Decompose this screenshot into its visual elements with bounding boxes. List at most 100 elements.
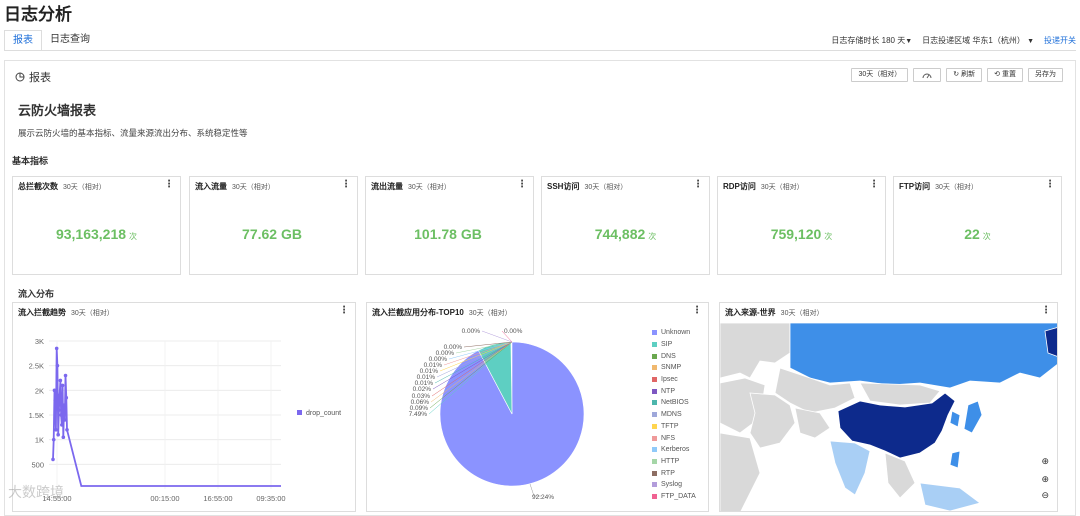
- chart-title: 流入来源-世界: [725, 308, 776, 317]
- data-label: 0.09%: [410, 405, 429, 412]
- legend-swatch: [652, 400, 657, 406]
- more-options-icon[interactable]: ⋮: [517, 179, 527, 190]
- legend-item[interactable]: Syslog: [652, 479, 696, 491]
- legend-swatch: [652, 423, 657, 429]
- legend-item[interactable]: NetBIOS: [652, 397, 696, 409]
- leader-line: [431, 341, 513, 397]
- save-as-label: 另存为: [1035, 71, 1056, 78]
- data-point: [63, 373, 68, 378]
- legend-item[interactable]: SIP: [652, 339, 696, 351]
- leader-line: [448, 341, 513, 360]
- pie-legend: Unknown SIP DNS SNMP Ipsec NTP NetBIOS MDNS TFTP…: [652, 327, 696, 502]
- map-region-africa: [720, 432, 761, 511]
- section-basic-metrics: 基本指标: [12, 156, 49, 166]
- refresh-button[interactable]: ↻ 刷新: [946, 68, 983, 82]
- time-range-label: 30天（相对）: [858, 71, 902, 78]
- region-label: 日志投递区域: [922, 36, 971, 45]
- metric-unit: 次: [824, 232, 833, 241]
- legend-swatch: [652, 353, 657, 359]
- data-label: 0.01%: [415, 380, 434, 387]
- metric-value: 101.78 GB: [366, 226, 533, 242]
- legend-item[interactable]: DNS: [652, 350, 696, 362]
- leader-line: [429, 341, 513, 409]
- auto-refresh-button[interactable]: [913, 68, 942, 82]
- map-region-russia: [789, 323, 1057, 389]
- more-options-icon[interactable]: ⋮: [693, 179, 703, 190]
- metric-title: SSH访问: [547, 182, 580, 191]
- region-setting[interactable]: 日志投递区域 华东1（杭州） ▼: [922, 35, 1034, 46]
- metric-value: 759,120 次: [718, 226, 885, 242]
- reset-button[interactable]: ⟲ 重置: [987, 68, 1023, 82]
- zoom-out-icon[interactable]: ⊖: [1041, 490, 1049, 500]
- legend-swatch: [652, 330, 657, 336]
- legend-label: NetBIOS: [661, 399, 689, 407]
- delivery-switch-link[interactable]: 投递开关: [1044, 36, 1076, 45]
- trend-chart: 500 1K 1.5K 2K 2.5K 3K 14:55:00 00:15:00 16:55:0…: [29, 337, 342, 503]
- data-point: [57, 393, 62, 398]
- more-options-icon[interactable]: ⋮: [164, 179, 174, 190]
- retention-setting[interactable]: 日志存储时长 180 天▼: [831, 35, 912, 46]
- chart-card-inbound-trend: 流入拦截趋势 30天（相对） ⋮ 500 1K 1.5K 2K 2.5K 3K 14:55:0…: [12, 302, 356, 512]
- chart-card-world-source: 流入来源-世界 30天（相对） ⋮ ⊕ ⊕ ⊖: [719, 302, 1058, 512]
- legend-label: SIP: [661, 341, 673, 349]
- legend-item[interactable]: SNMP: [652, 362, 696, 374]
- leader-line: [455, 341, 513, 354]
- data-point: [58, 378, 63, 383]
- data-label: 92.24%: [532, 494, 554, 501]
- metric-period: 30天（相对）: [63, 184, 106, 191]
- panel-title-text: 报表: [29, 72, 51, 84]
- legend-swatch: [297, 410, 302, 415]
- map-region-china: [837, 392, 956, 459]
- legend-swatch: [652, 388, 657, 394]
- chart-period: 30天（相对）: [468, 310, 512, 317]
- locate-icon[interactable]: ⊕: [1041, 456, 1049, 466]
- tab-log-query[interactable]: 日志查询: [50, 34, 90, 45]
- legend-item[interactable]: RTP: [652, 467, 696, 479]
- y-tick-label: 1.5K: [29, 411, 44, 420]
- save-as-button[interactable]: 另存为: [1028, 68, 1063, 82]
- world-map[interactable]: [720, 323, 1058, 512]
- metric-period: 30天（相对）: [760, 184, 804, 191]
- legend-item[interactable]: HTTP: [652, 456, 696, 468]
- more-options-icon[interactable]: ⋮: [339, 305, 349, 316]
- page-title: 日志分析: [4, 5, 72, 24]
- legend-swatch: [652, 470, 657, 476]
- legend-label: Ipsec: [661, 376, 678, 384]
- metric-unit: 次: [982, 232, 991, 241]
- data-point: [55, 363, 60, 368]
- legend-item[interactable]: Kerberos: [652, 444, 696, 456]
- data-label: 0.03%: [412, 393, 431, 400]
- legend-item[interactable]: MDNS: [652, 409, 696, 421]
- legend-item[interactable]: Unknown: [652, 327, 696, 339]
- legend-swatch: [652, 493, 657, 499]
- metric-value: 22 次: [894, 226, 1061, 242]
- watermark: 大数跨境: [8, 484, 64, 500]
- legend-item[interactable]: TFTP: [652, 421, 696, 433]
- leader-line: [436, 341, 513, 378]
- time-range-button[interactable]: 30天（相对）: [851, 68, 909, 82]
- map-region-indonesia: [919, 482, 981, 511]
- y-tick-label: 2.5K: [29, 362, 44, 371]
- metric-card-inbound-traffic: 流入流量 30天（相对） ⋮ 77.62 GB: [189, 176, 358, 275]
- more-options-icon[interactable]: ⋮: [869, 179, 879, 190]
- more-options-icon[interactable]: ⋮: [341, 179, 351, 190]
- more-options-icon[interactable]: ⋮: [692, 305, 702, 316]
- legend-swatch: [652, 458, 657, 464]
- legend-item[interactable]: NTP: [652, 385, 696, 397]
- legend-item[interactable]: Ipsec: [652, 374, 696, 386]
- more-options-icon[interactable]: ⋮: [1041, 305, 1051, 316]
- metric-period: 30天（相对）: [935, 184, 978, 191]
- legend-item[interactable]: FTP_DATA: [652, 491, 696, 503]
- legend-swatch: [652, 342, 657, 348]
- report-description: 展示云防火墙的基本指标、流量来源流出分布、系统稳定性等: [18, 128, 248, 138]
- data-label: 0.02%: [413, 386, 432, 393]
- more-options-icon[interactable]: ⋮: [1045, 179, 1055, 190]
- legend-swatch: [652, 365, 657, 371]
- tab-bar: 报表 日志查询: [4, 30, 98, 51]
- tab-report[interactable]: 报表: [4, 30, 42, 51]
- zoom-in-icon[interactable]: ⊕: [1041, 474, 1049, 484]
- map-region-southeast-asia: [884, 452, 916, 499]
- legend-item[interactable]: NFS: [652, 432, 696, 444]
- chart-period: 30天（相对）: [780, 310, 824, 317]
- legend-label: drop_count: [306, 410, 341, 417]
